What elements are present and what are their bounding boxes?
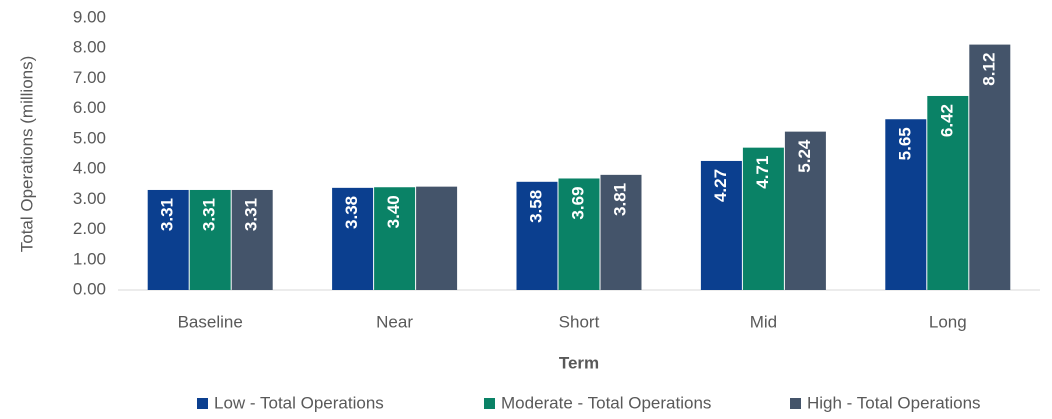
x-tick-label: Long — [929, 312, 967, 331]
y-tick-label: 0.00 — [73, 279, 106, 298]
bar — [700, 160, 742, 290]
x-tick-label: Near — [376, 312, 413, 331]
bar — [885, 119, 927, 290]
data-label: 4.71 — [753, 156, 772, 189]
y-tick-label: 7.00 — [73, 68, 106, 87]
legend-label: High - Total Operations — [807, 393, 981, 412]
y-tick-label: 4.00 — [73, 159, 106, 178]
bar — [558, 178, 600, 290]
x-tick-label: Mid — [750, 312, 777, 331]
legend-swatch — [484, 398, 495, 409]
legend-label: Low - Total Operations — [214, 393, 384, 412]
data-label: 3.31 — [158, 198, 177, 231]
bar — [742, 147, 784, 290]
x-tick-label: Baseline — [178, 312, 243, 331]
bar — [332, 187, 374, 290]
bar — [416, 186, 458, 290]
bar — [516, 181, 558, 290]
y-tick-label: 2.00 — [73, 219, 106, 238]
data-label: 6.42 — [937, 104, 956, 137]
y-axis-title: Total Operations (millions) — [17, 56, 36, 253]
bar — [147, 189, 189, 290]
bar — [231, 189, 273, 290]
data-label: 5.24 — [795, 139, 814, 173]
y-tick-label: 6.00 — [73, 98, 106, 117]
data-label: 3.81 — [610, 183, 629, 216]
y-tick-label: 9.00 — [73, 7, 106, 26]
data-label: 4.27 — [711, 169, 730, 202]
y-tick-label: 3.00 — [73, 189, 106, 208]
data-label: 3.69 — [568, 186, 587, 219]
y-tick-label: 8.00 — [73, 38, 106, 57]
bar — [600, 174, 642, 290]
data-label: 3.40 — [384, 195, 403, 228]
x-axis-title: Term — [559, 353, 599, 372]
data-label: 5.65 — [895, 127, 914, 160]
data-label: 3.31 — [242, 198, 261, 231]
bar — [784, 131, 826, 290]
data-label: 3.58 — [526, 190, 545, 223]
y-tick-label: 1.00 — [73, 249, 106, 268]
x-tick-label: Short — [559, 312, 600, 331]
data-label: 3.38 — [342, 196, 361, 229]
bar — [969, 44, 1011, 291]
legend-swatch — [197, 398, 208, 409]
bar — [374, 187, 416, 290]
data-label: 3.31 — [200, 198, 219, 231]
legend-label: Moderate - Total Operations — [501, 393, 711, 412]
legend-swatch — [790, 398, 801, 409]
bar — [189, 189, 231, 290]
y-tick-label: 5.00 — [73, 128, 106, 147]
bar — [927, 95, 969, 291]
data-label: 8.12 — [979, 53, 998, 86]
